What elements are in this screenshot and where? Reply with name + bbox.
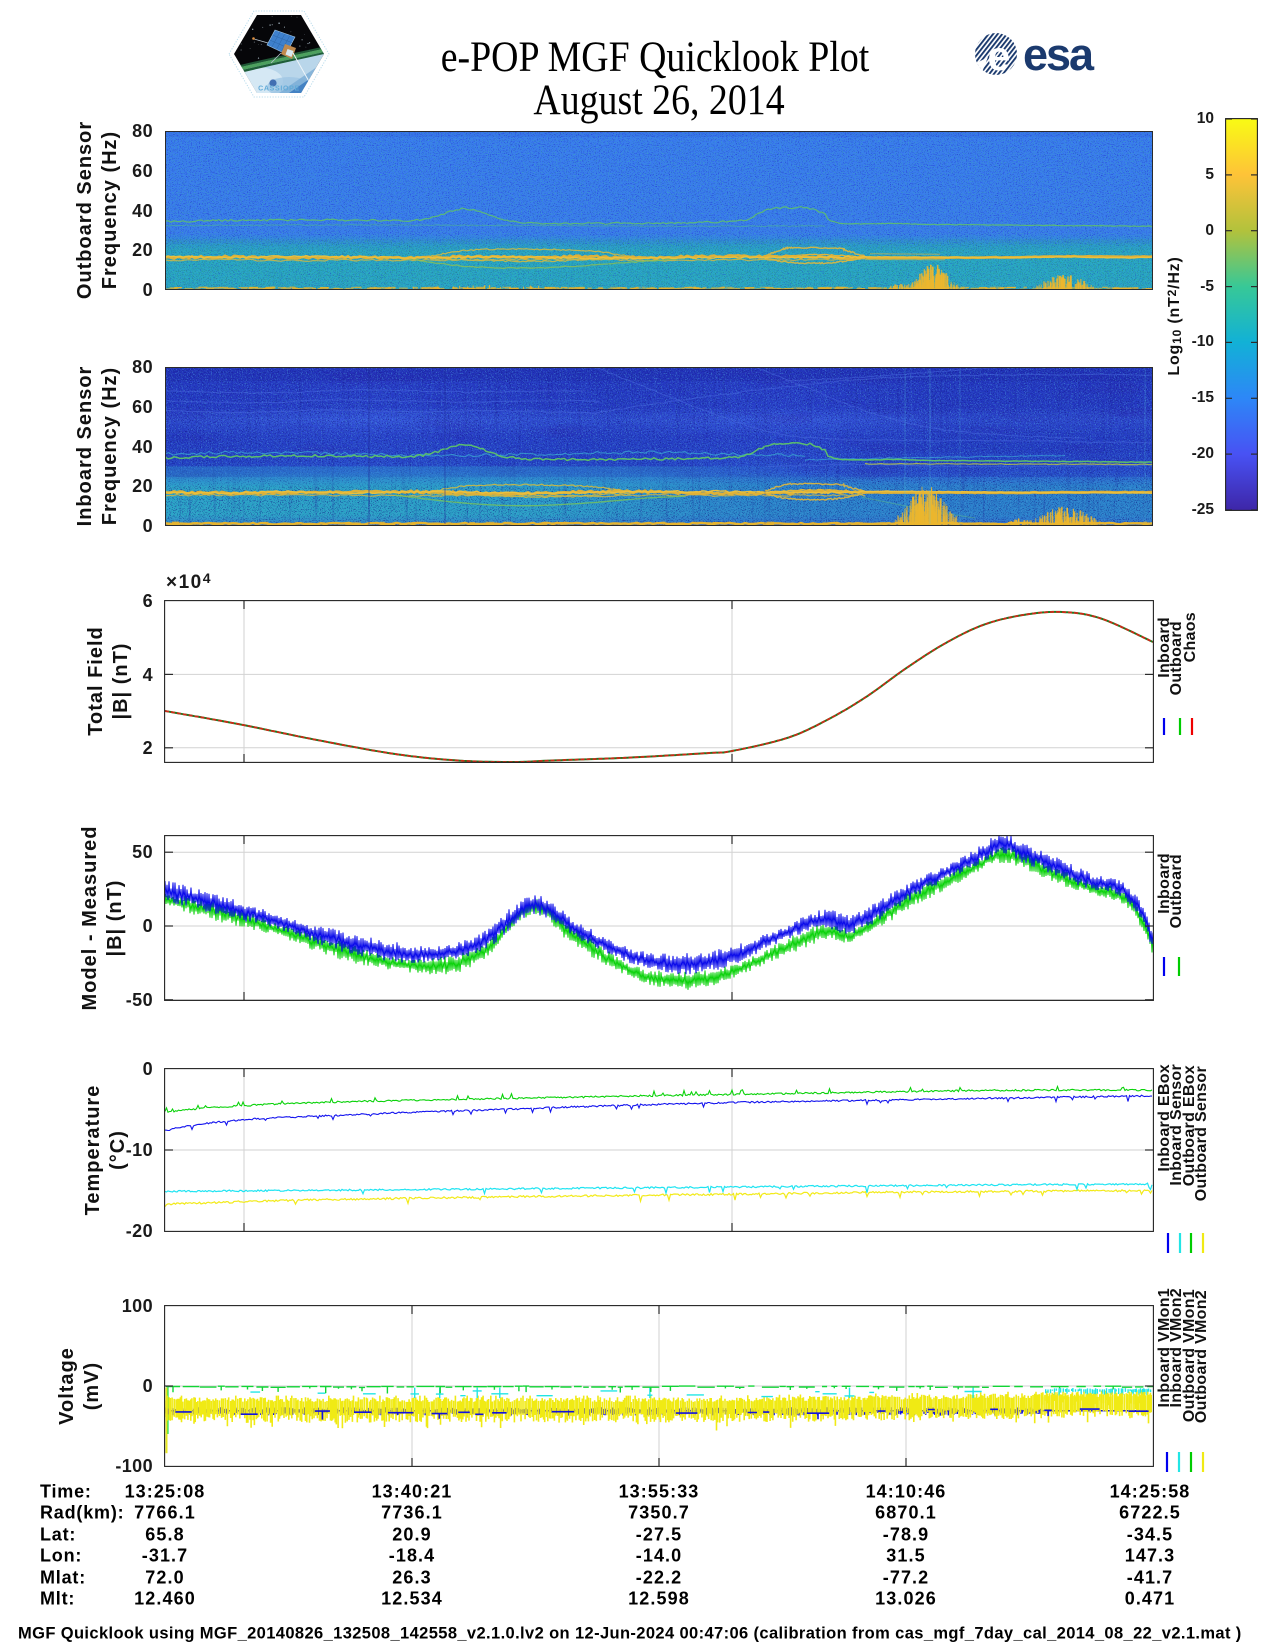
svg-text:esa: esa xyxy=(1023,29,1095,80)
svg-text:CASSIOPE: CASSIOPE xyxy=(258,86,300,93)
svg-text:e: e xyxy=(988,33,1011,79)
